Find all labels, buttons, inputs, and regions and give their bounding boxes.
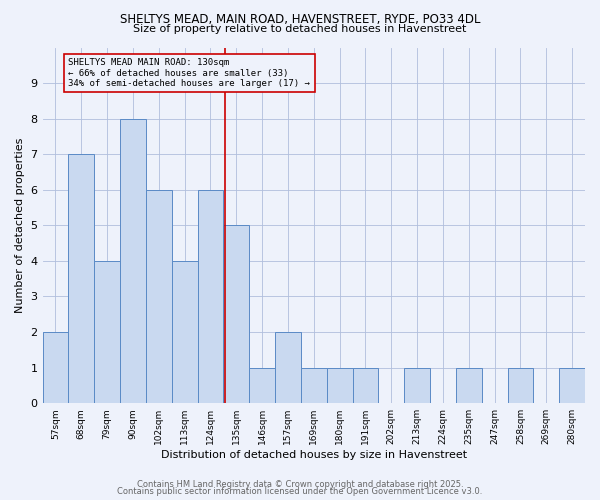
Bar [559, 368, 585, 403]
Text: Size of property relative to detached houses in Havenstreet: Size of property relative to detached ho… [133, 24, 467, 34]
Bar [353, 368, 379, 403]
Text: Contains public sector information licensed under the Open Government Licence v3: Contains public sector information licen… [118, 487, 482, 496]
Text: SHELTYS MEAD, MAIN ROAD, HAVENSTREET, RYDE, PO33 4DL: SHELTYS MEAD, MAIN ROAD, HAVENSTREET, RY… [120, 12, 480, 26]
Text: SHELTYS MEAD MAIN ROAD: 130sqm
← 66% of detached houses are smaller (33)
34% of : SHELTYS MEAD MAIN ROAD: 130sqm ← 66% of … [68, 58, 310, 88]
Bar [172, 261, 197, 403]
Bar [68, 154, 94, 403]
Bar [94, 261, 120, 403]
Bar [249, 368, 275, 403]
Bar [301, 368, 326, 403]
Bar [404, 368, 430, 403]
Y-axis label: Number of detached properties: Number of detached properties [15, 138, 25, 313]
Bar [326, 368, 353, 403]
Bar [223, 226, 249, 403]
Text: Contains HM Land Registry data © Crown copyright and database right 2025.: Contains HM Land Registry data © Crown c… [137, 480, 463, 489]
Bar [43, 332, 68, 403]
Bar [508, 368, 533, 403]
Bar [275, 332, 301, 403]
Bar [197, 190, 223, 403]
Bar [120, 118, 146, 403]
Bar [456, 368, 482, 403]
Bar [146, 190, 172, 403]
X-axis label: Distribution of detached houses by size in Havenstreet: Distribution of detached houses by size … [161, 450, 467, 460]
